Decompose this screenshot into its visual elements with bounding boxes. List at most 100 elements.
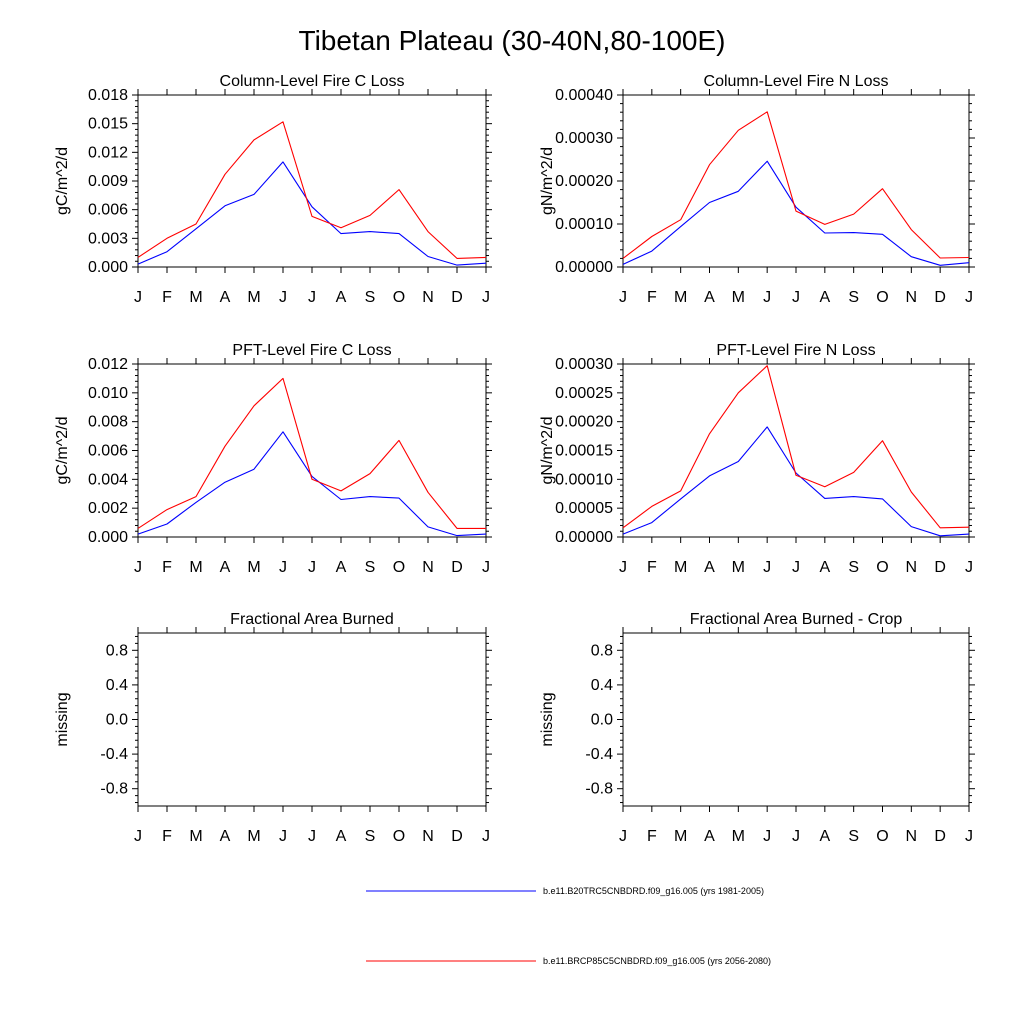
y-tick-label: 0.006 (88, 443, 128, 460)
x-tick-label: A (819, 559, 830, 576)
x-tick-label: A (220, 559, 231, 576)
figure-title: Tibetan Plateau (30-40N,80-100E) (299, 25, 726, 56)
x-tick-label: J (792, 828, 800, 845)
y-tick-label: 0.004 (88, 471, 128, 488)
x-tick-label: M (674, 289, 687, 306)
y-axis-label: missing (539, 692, 556, 746)
y-tick-label: 0.0 (591, 712, 613, 729)
x-tick-label: J (763, 559, 771, 576)
x-tick-label: J (792, 289, 800, 306)
x-tick-label: M (189, 289, 202, 306)
series-line-2 (138, 378, 486, 528)
x-tick-label: J (619, 559, 627, 576)
x-tick-label: A (336, 559, 347, 576)
y-tick-label: 0.00010 (555, 216, 613, 233)
x-tick-label: D (934, 559, 946, 576)
y-tick-label: 0.008 (88, 414, 128, 431)
x-tick-label: D (934, 289, 946, 306)
x-tick-label: A (336, 289, 347, 306)
panel-5: Fractional Area Burned missing -0.8 -0.4 0.0… (54, 611, 492, 845)
x-tick-label: O (393, 559, 405, 576)
y-tick-label: 0.010 (88, 385, 128, 402)
y-tick-label: 0.00020 (555, 414, 613, 431)
legend: b.e11.B20TRC5CNBDRD.f09_g16.005 (yrs 198… (366, 886, 771, 966)
x-tick-label: J (482, 828, 490, 845)
y-tick-label: 0.012 (88, 144, 128, 161)
x-tick-label: F (647, 289, 657, 306)
panel-title: Fractional Area Burned - Crop (690, 611, 903, 628)
y-tick-label: 0.8 (591, 642, 613, 659)
legend-entry-1: b.e11.B20TRC5CNBDRD.f09_g16.005 (yrs 198… (366, 886, 764, 896)
x-tick-label: J (792, 559, 800, 576)
x-tick-label: J (134, 289, 142, 306)
x-tick-label: A (336, 828, 347, 845)
x-tick-label: J (279, 559, 287, 576)
x-tick-label: J (279, 289, 287, 306)
x-tick-label: M (732, 828, 745, 845)
x-tick-label: M (732, 289, 745, 306)
x-tick-label: N (422, 559, 434, 576)
series-line-1 (623, 427, 969, 536)
legend-label: b.e11.BRCP85C5CNBDRD.f09_g16.005 (yrs 20… (543, 956, 771, 966)
x-tick-label: J (308, 828, 316, 845)
x-tick-label: J (482, 289, 490, 306)
x-tick-label: M (674, 559, 687, 576)
x-tick-label: M (674, 828, 687, 845)
x-tick-label: O (876, 828, 888, 845)
x-tick-label: M (247, 828, 260, 845)
x-tick-label: J (134, 828, 142, 845)
x-tick-label: O (393, 828, 405, 845)
x-tick-label: J (134, 559, 142, 576)
y-tick-label: 0.4 (591, 677, 613, 694)
y-tick-label: 0.006 (88, 202, 128, 219)
y-tick-label: 0.018 (88, 87, 128, 104)
panel-title: Column-Level Fire C Loss (220, 73, 405, 90)
x-tick-label: M (247, 559, 260, 576)
y-axis-label: gC/m^2/d (54, 417, 71, 485)
y-tick-label: 0.0 (106, 712, 128, 729)
x-tick-label: F (647, 828, 657, 845)
x-tick-label: N (422, 289, 434, 306)
x-tick-label: D (934, 828, 946, 845)
panel-2: Column-Level Fire N Loss gN/m^2/d 0.00000 0… (539, 73, 975, 306)
y-tick-label: -0.4 (100, 746, 128, 763)
y-tick-label: 0.002 (88, 500, 128, 517)
x-tick-label: M (189, 828, 202, 845)
x-tick-label: A (819, 828, 830, 845)
x-tick-label: O (876, 559, 888, 576)
x-tick-label: J (965, 828, 973, 845)
x-tick-label: A (704, 828, 715, 845)
y-tick-label: 0.00010 (555, 471, 613, 488)
y-tick-label: 0.4 (106, 677, 128, 694)
x-tick-label: M (189, 559, 202, 576)
series-line-1 (138, 162, 486, 265)
x-tick-label: O (393, 289, 405, 306)
y-tick-label: -0.8 (100, 781, 128, 798)
x-tick-label: J (308, 559, 316, 576)
y-tick-label: 0.000 (88, 259, 128, 276)
x-tick-label: F (647, 559, 657, 576)
plot-frame (623, 364, 969, 537)
series-line-2 (623, 112, 969, 259)
figure-canvas: Tibetan Plateau (30-40N,80-100E) Column-… (0, 0, 1024, 1024)
x-tick-label: N (906, 559, 918, 576)
panel-title: PFT-Level Fire N Loss (716, 342, 875, 359)
x-tick-label: D (451, 828, 463, 845)
x-tick-label: J (965, 289, 973, 306)
y-tick-label: 0.00015 (555, 443, 613, 460)
plot-frame (138, 364, 486, 537)
x-tick-label: F (162, 289, 172, 306)
y-tick-label: 0.00040 (555, 87, 613, 104)
x-tick-label: S (365, 559, 376, 576)
x-tick-label: J (763, 289, 771, 306)
y-tick-label: 0.8 (106, 642, 128, 659)
x-tick-label: A (704, 559, 715, 576)
plot-frame (138, 633, 486, 806)
x-tick-label: A (220, 289, 231, 306)
series-line-1 (138, 432, 486, 536)
y-tick-label: 0.009 (88, 173, 128, 190)
x-tick-label: D (451, 289, 463, 306)
panel-3: PFT-Level Fire C Loss gC/m^2/d 0.000 0.002 0… (54, 342, 492, 576)
x-tick-label: N (906, 289, 918, 306)
x-tick-label: J (279, 828, 287, 845)
